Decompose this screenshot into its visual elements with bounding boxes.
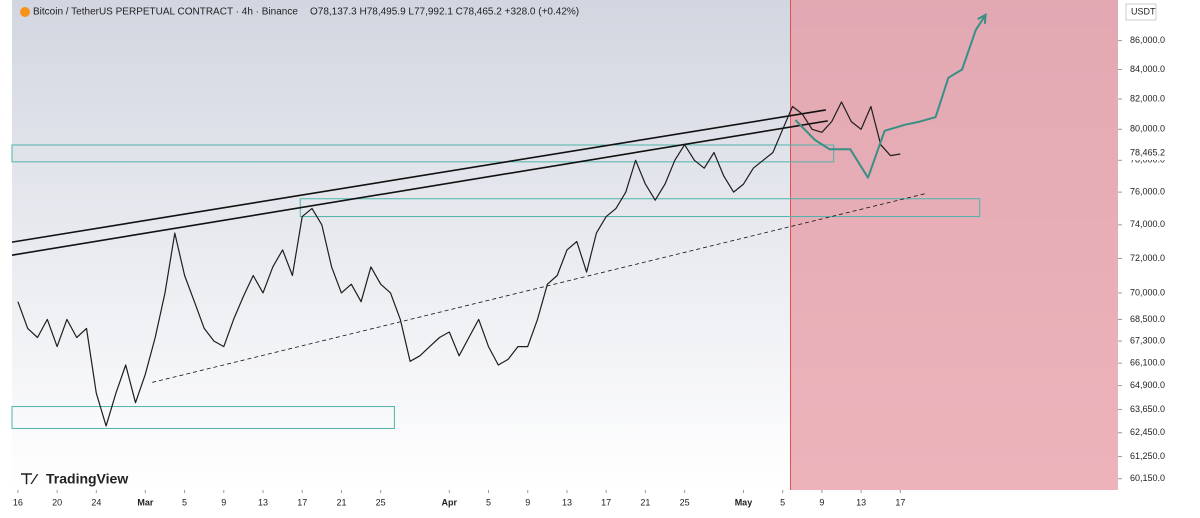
y-tick-label: 66,100.0 [1130, 358, 1165, 368]
time-axis [0, 490, 1200, 518]
y-tick-label: 67,300.0 [1130, 335, 1165, 345]
coin-icon [20, 7, 30, 17]
y-tick-label: 84,000.0 [1130, 64, 1165, 74]
chart-title: Bitcoin / TetherUS PERPETUAL CONTRACT · … [33, 7, 298, 18]
last-price-box [1124, 146, 1172, 161]
x-tick-label: 17 [895, 497, 905, 507]
x-tick-label: 5 [780, 497, 785, 507]
x-tick-label: 13 [562, 497, 572, 507]
price-axis [1118, 0, 1200, 518]
y-tick-label: 64,900.0 [1130, 380, 1165, 390]
x-tick-label: 9 [221, 497, 226, 507]
y-tick-label: 63,650.0 [1130, 404, 1165, 414]
x-tick-label: 13 [258, 497, 268, 507]
price-line [17, 101, 901, 427]
y-tick-label: 80,000.0 [1130, 124, 1165, 134]
x-tick-label: Mar [137, 497, 154, 507]
x-tick-label: 9 [819, 497, 824, 507]
x-tick-label: 24 [91, 497, 101, 507]
arrow-head [977, 13, 987, 24]
ohlc-readout: O78,137.3 H78,495.9 L77,992.1 C78,465.2 … [310, 7, 579, 18]
price-zone [11, 144, 835, 163]
x-tick-label: 13 [856, 497, 866, 507]
y-tick-label: 62,450.0 [1130, 427, 1165, 437]
y-tick-label: 86,000.0 [1130, 35, 1165, 45]
price-zone [11, 406, 395, 429]
price-line [794, 14, 987, 179]
y-tick-label: 70,000.0 [1130, 287, 1165, 297]
x-tick-label: 17 [297, 497, 307, 507]
x-tick-label: 5 [486, 497, 491, 507]
brand-mark: ⊤⁄ [20, 471, 39, 488]
x-tick-label: 9 [525, 497, 530, 507]
trendline [11, 109, 826, 243]
y-tick-label: 60,150.0 [1130, 473, 1165, 483]
x-tick-label: 21 [640, 497, 650, 507]
x-tick-label: 21 [336, 497, 346, 507]
x-tick-label: 5 [182, 497, 187, 507]
x-tick-label: 25 [376, 497, 386, 507]
unit-label: USDT [1131, 6, 1156, 16]
last-price-label: 78,465.2 [1130, 147, 1165, 157]
unit-box [1125, 3, 1157, 21]
x-tick-label: 17 [601, 497, 611, 507]
y-tick-label: 72,000.0 [1130, 253, 1165, 263]
y-tick-label: 68,500.0 [1130, 314, 1165, 324]
y-tick-label: 61,250.0 [1130, 451, 1165, 461]
x-tick-label: Apr [442, 497, 458, 507]
trendline [11, 120, 828, 256]
brand: TradingView [46, 471, 128, 487]
x-tick-label: 20 [52, 497, 62, 507]
forecast-region [790, 0, 1118, 490]
y-tick-label: 74,000.0 [1130, 219, 1165, 229]
x-tick-label: 16 [13, 497, 23, 507]
x-tick-label: May [735, 497, 753, 507]
y-tick-label: 82,000.0 [1130, 93, 1165, 103]
y-tick-label: 76,000.0 [1130, 186, 1165, 196]
x-tick-label: 25 [680, 497, 690, 507]
